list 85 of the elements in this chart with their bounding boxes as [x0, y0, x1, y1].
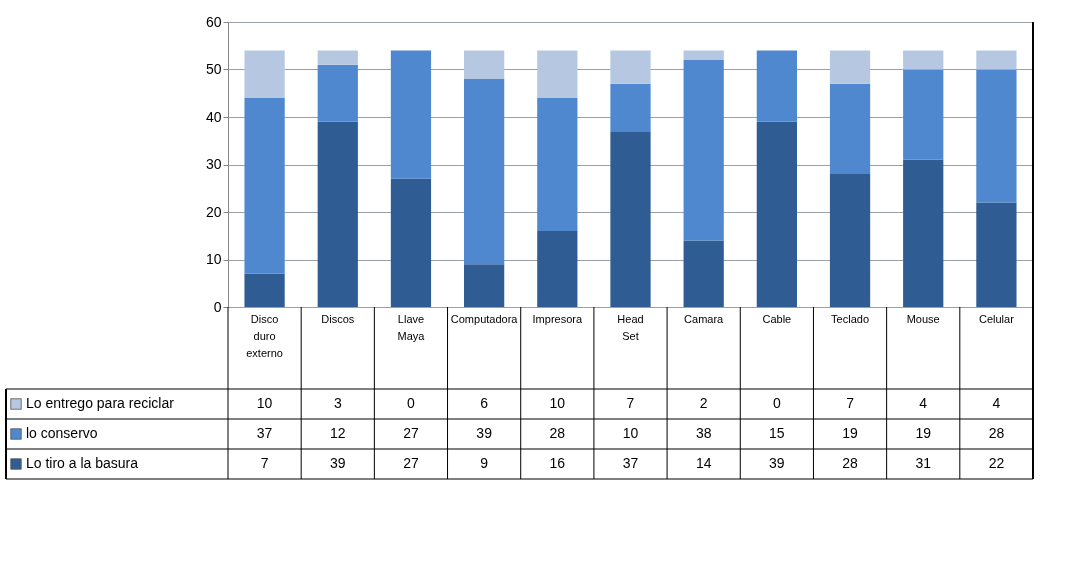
- bar: [610, 131, 651, 307]
- bar: [317, 50, 358, 65]
- data-label: 10: [549, 395, 566, 411]
- y-tick-label: 60: [205, 13, 222, 30]
- data-label: 7: [846, 395, 855, 411]
- bar: [976, 202, 1017, 307]
- bar: [829, 50, 871, 84]
- data-label: 39: [329, 455, 346, 471]
- x-tick-label: Head Set: [617, 312, 644, 342]
- data-label: 27: [403, 455, 419, 471]
- data-label: 16: [549, 455, 566, 471]
- bar: [390, 50, 432, 179]
- bar: [244, 50, 285, 98]
- data-label: 4: [992, 395, 1001, 411]
- bar: [244, 273, 285, 307]
- x-tick-label: Impresora: [532, 312, 583, 325]
- data-label: 19: [915, 425, 932, 441]
- data-label: 38: [695, 425, 712, 441]
- data-label: 7: [260, 455, 269, 471]
- x-tick-label: Mouse: [906, 312, 940, 325]
- bar: [610, 83, 651, 132]
- data-label: 19: [842, 425, 859, 441]
- bar: [683, 240, 724, 307]
- data-label: 31: [915, 455, 932, 471]
- bar: [464, 50, 505, 79]
- data-label: 39: [769, 455, 785, 471]
- x-tick-label: Discos: [321, 312, 355, 325]
- data-label: 14: [695, 455, 712, 471]
- x-tick-label: Llave Maya: [397, 312, 426, 342]
- bar: [976, 69, 1017, 203]
- legend-label: Lo entrego para reciclar: [26, 395, 175, 411]
- x-tick-label: Cable: [762, 312, 792, 325]
- bar: [390, 178, 432, 307]
- data-label: 6: [480, 395, 489, 411]
- x-tick-label: Camara: [684, 312, 725, 325]
- data-label: 0: [407, 395, 416, 411]
- data-label: 15: [769, 425, 785, 441]
- data-label: 37: [622, 455, 639, 471]
- x-tick-label: Celular: [978, 312, 1015, 325]
- bar: [317, 121, 358, 307]
- y-tick-label: 0: [213, 298, 222, 315]
- x-tick-label: Disco duro externo: [246, 312, 283, 359]
- data-label: 10: [622, 425, 639, 441]
- data-label: 9: [480, 455, 489, 471]
- bar: [829, 174, 871, 307]
- data-label: 28: [549, 425, 566, 441]
- x-tick-label: Teclado: [831, 312, 870, 325]
- data-label: 4: [919, 395, 928, 411]
- y-tick-label: 20: [205, 203, 222, 220]
- data-label: 7: [626, 395, 635, 411]
- x-tick-label: Computadora: [450, 312, 519, 325]
- bar: [683, 60, 724, 241]
- bar: [537, 98, 578, 231]
- data-label: 10: [256, 395, 273, 411]
- bar: [464, 79, 505, 265]
- data-label: 2: [699, 395, 708, 411]
- bar: [537, 50, 578, 98]
- y-tick-label: 10: [205, 251, 222, 267]
- y-tick-label: 40: [205, 108, 222, 125]
- bar: [610, 50, 651, 84]
- data-label: 28: [988, 425, 1005, 441]
- bar: [683, 50, 724, 60]
- data-label: 39: [476, 425, 493, 441]
- data-label: 0: [772, 395, 781, 411]
- bar: [756, 50, 797, 122]
- y-tick-label: 30: [205, 156, 222, 172]
- data-label: 12: [329, 425, 346, 441]
- data-label: 3: [333, 395, 342, 411]
- data-label: 22: [988, 455, 1005, 471]
- bar: [317, 64, 358, 122]
- bar: [756, 121, 797, 307]
- bar: [537, 231, 578, 307]
- bar: [244, 98, 285, 274]
- bar: [829, 83, 871, 174]
- data-label: 28: [842, 455, 859, 471]
- bar: [903, 50, 944, 70]
- data-label: 27: [403, 425, 419, 441]
- bar: [976, 50, 1017, 70]
- legend-label: lo conservo: [26, 425, 98, 441]
- y-tick-label: 50: [205, 61, 222, 77]
- data-label: 37: [256, 425, 273, 441]
- bar: [903, 159, 944, 307]
- legend-label: Lo tiro a la basura: [26, 455, 139, 471]
- bar: [903, 69, 944, 160]
- bar: [464, 264, 505, 307]
